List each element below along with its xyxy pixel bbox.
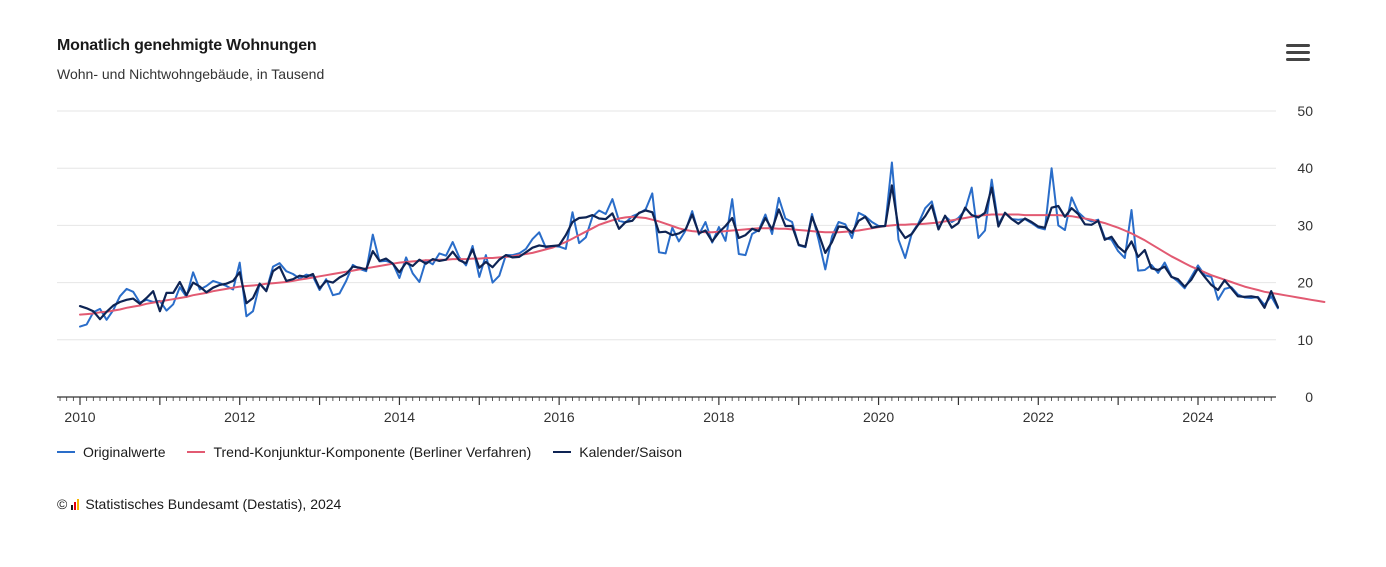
legend-item-trend[interactable]: Trend-Konjunktur-Komponente (Berliner Ve…	[187, 444, 531, 460]
copyright-symbol: ©	[57, 496, 68, 512]
grid-lines	[57, 110, 1276, 341]
legend-swatch-trend	[187, 451, 206, 453]
series-lines	[78, 161, 1326, 328]
credits-text: Statistisches Bundesamt (Destatis), 2024	[85, 496, 342, 512]
x-tick-label-2014: 2014	[384, 409, 415, 425]
x-tick-label-2022: 2022	[1023, 409, 1054, 425]
line-chart: 0 10 20 30 40 50 2010 2012 2014 2016 2018 2020 2022…	[57, 103, 1326, 425]
chart-title: Monatlich genehmigte Wohnungen	[57, 37, 317, 54]
y-tick-label-40: 40	[1297, 160, 1313, 176]
y-tick-label-10: 10	[1297, 332, 1313, 348]
x-tick-label-2024: 2024	[1182, 409, 1213, 425]
x-axis: 2010 2012 2014 2016 2018 2020 2022 2024	[57, 396, 1276, 425]
y-tick-label-30: 30	[1297, 217, 1313, 233]
legend-item-kalender-saison[interactable]: Kalender/Saison	[553, 444, 682, 460]
legend-label-kalender-saison: Kalender/Saison	[579, 444, 682, 460]
hamburger-menu-icon[interactable]	[1286, 44, 1310, 64]
legend-item-originalwerte[interactable]: Originalwerte	[57, 444, 165, 460]
legend-swatch-kalender-saison	[553, 451, 572, 453]
x-tick-label-2016: 2016	[544, 409, 575, 425]
chart-subtitle: Wohn- und Nichtwohngebäude, in Tausend	[57, 66, 325, 82]
x-tick-label-2010: 2010	[64, 409, 95, 425]
destatis-logo-icon	[71, 498, 80, 510]
y-tick-label-0: 0	[1305, 389, 1313, 405]
legend-label-trend: Trend-Konjunktur-Komponente (Berliner Ve…	[213, 444, 532, 460]
y-tick-label-20: 20	[1297, 275, 1313, 291]
x-tick-label-2018: 2018	[703, 409, 734, 425]
legend: Originalwerte Trend-Konjunktur-Komponent…	[57, 444, 682, 460]
legend-swatch-originalwerte	[57, 451, 75, 453]
y-axis: 0 10 20 30 40 50	[1297, 103, 1313, 405]
credits: © Statistisches Bundesamt (Destatis), 20…	[57, 496, 341, 512]
series-line-originalwerte	[79, 161, 1279, 328]
series-line-kalender-saison	[78, 184, 1280, 321]
y-tick-label-50: 50	[1297, 103, 1313, 119]
legend-label-originalwerte: Originalwerte	[83, 444, 166, 460]
x-tick-label-2012: 2012	[224, 409, 255, 425]
x-tick-label-2020: 2020	[863, 409, 894, 425]
